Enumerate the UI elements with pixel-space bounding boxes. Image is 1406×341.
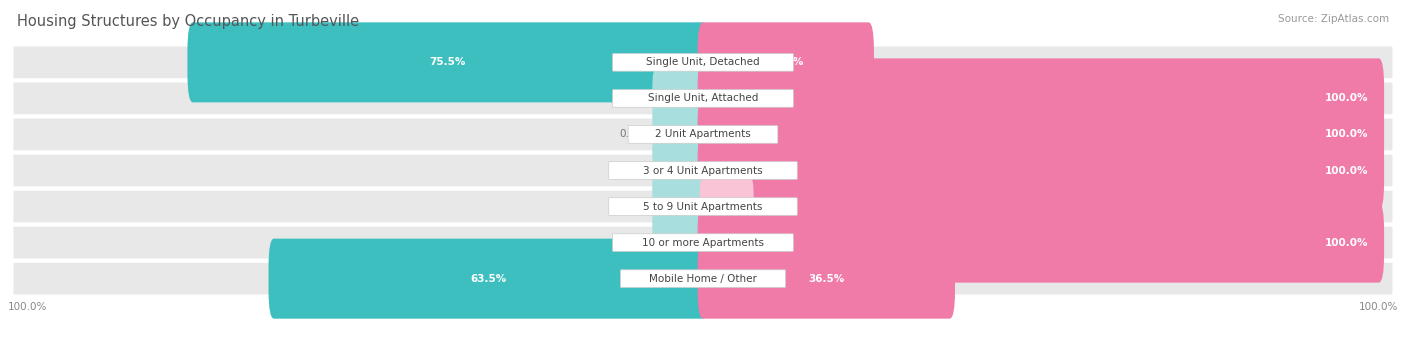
FancyBboxPatch shape bbox=[613, 90, 793, 107]
Text: 0.0%: 0.0% bbox=[619, 93, 645, 103]
Text: 100.0%: 100.0% bbox=[1324, 238, 1368, 248]
FancyBboxPatch shape bbox=[14, 119, 1392, 150]
FancyBboxPatch shape bbox=[269, 239, 709, 318]
FancyBboxPatch shape bbox=[652, 69, 706, 128]
Text: 0.0%: 0.0% bbox=[619, 165, 645, 176]
FancyBboxPatch shape bbox=[652, 177, 706, 236]
FancyBboxPatch shape bbox=[697, 58, 1384, 138]
Text: 0.0%: 0.0% bbox=[761, 202, 787, 211]
FancyBboxPatch shape bbox=[14, 46, 1392, 78]
Text: 100.0%: 100.0% bbox=[1324, 130, 1368, 139]
FancyBboxPatch shape bbox=[652, 141, 706, 200]
FancyBboxPatch shape bbox=[700, 177, 754, 236]
FancyBboxPatch shape bbox=[187, 23, 709, 102]
FancyBboxPatch shape bbox=[609, 162, 797, 179]
Text: 3 or 4 Unit Apartments: 3 or 4 Unit Apartments bbox=[643, 165, 763, 176]
Text: 24.5%: 24.5% bbox=[768, 57, 804, 68]
Text: 0.0%: 0.0% bbox=[619, 202, 645, 211]
FancyBboxPatch shape bbox=[697, 23, 875, 102]
FancyBboxPatch shape bbox=[613, 234, 793, 251]
FancyBboxPatch shape bbox=[652, 105, 706, 164]
Text: 75.5%: 75.5% bbox=[430, 57, 467, 68]
FancyBboxPatch shape bbox=[697, 94, 1384, 175]
Text: Housing Structures by Occupancy in Turbeville: Housing Structures by Occupancy in Turbe… bbox=[17, 14, 359, 29]
Text: Single Unit, Detached: Single Unit, Detached bbox=[647, 57, 759, 68]
FancyBboxPatch shape bbox=[14, 191, 1392, 222]
FancyBboxPatch shape bbox=[620, 270, 786, 287]
Text: Source: ZipAtlas.com: Source: ZipAtlas.com bbox=[1278, 14, 1389, 24]
FancyBboxPatch shape bbox=[652, 213, 706, 272]
FancyBboxPatch shape bbox=[14, 154, 1392, 187]
FancyBboxPatch shape bbox=[697, 203, 1384, 283]
FancyBboxPatch shape bbox=[613, 54, 793, 71]
FancyBboxPatch shape bbox=[697, 131, 1384, 210]
FancyBboxPatch shape bbox=[609, 198, 797, 216]
FancyBboxPatch shape bbox=[14, 263, 1392, 295]
Text: 5 to 9 Unit Apartments: 5 to 9 Unit Apartments bbox=[644, 202, 762, 211]
Text: 63.5%: 63.5% bbox=[471, 273, 506, 284]
FancyBboxPatch shape bbox=[14, 83, 1392, 114]
Text: 100.0%: 100.0% bbox=[1324, 93, 1368, 103]
Text: 10 or more Apartments: 10 or more Apartments bbox=[643, 238, 763, 248]
FancyBboxPatch shape bbox=[697, 239, 955, 318]
FancyBboxPatch shape bbox=[14, 227, 1392, 258]
FancyBboxPatch shape bbox=[628, 125, 778, 143]
Text: 0.0%: 0.0% bbox=[619, 130, 645, 139]
Text: 100.0%: 100.0% bbox=[1324, 165, 1368, 176]
Text: Single Unit, Attached: Single Unit, Attached bbox=[648, 93, 758, 103]
Text: 2 Unit Apartments: 2 Unit Apartments bbox=[655, 130, 751, 139]
Text: 0.0%: 0.0% bbox=[619, 238, 645, 248]
Text: 36.5%: 36.5% bbox=[808, 273, 845, 284]
Text: Mobile Home / Other: Mobile Home / Other bbox=[650, 273, 756, 284]
